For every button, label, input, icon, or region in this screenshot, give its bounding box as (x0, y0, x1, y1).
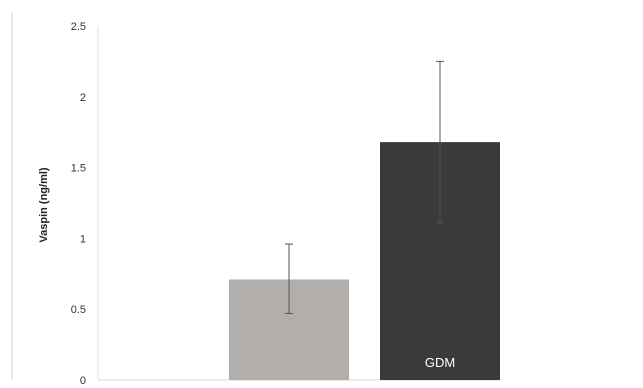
bar-labels: GDM (425, 355, 455, 370)
y-tick-label: 2 (80, 92, 86, 104)
y-tick-label: 0.5 (71, 304, 86, 316)
bar-category-label: GDM (425, 355, 455, 370)
y-tick-label: 0 (80, 375, 86, 387)
bars (229, 142, 500, 380)
y-tick-label: 1.5 (71, 163, 86, 175)
error-bars (285, 60, 444, 314)
y-tick-label: 2.5 (71, 21, 86, 33)
y-tick-labels: 0 0.5 1 1.5 2 2.5 (71, 21, 86, 387)
y-axis-title: Vaspin (ng/ml) (38, 167, 50, 243)
y-tick-label: 1 (80, 233, 86, 245)
